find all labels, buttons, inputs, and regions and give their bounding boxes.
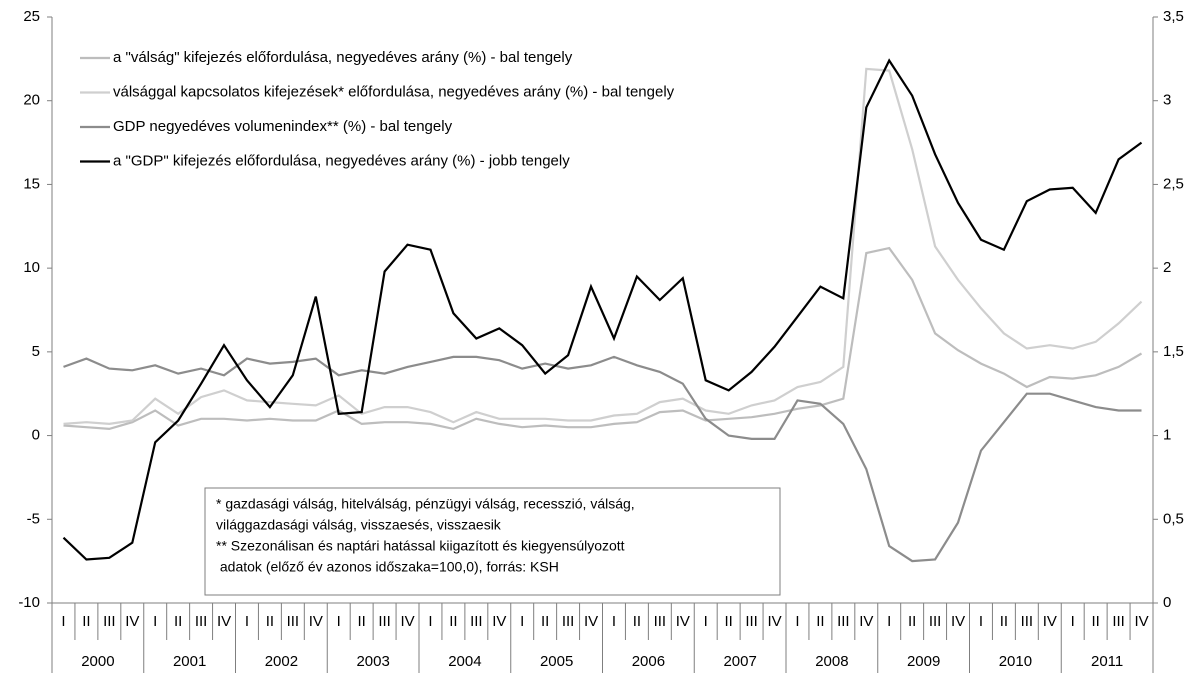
x-tick-label: IV: [676, 613, 690, 630]
year-label: 2002: [265, 653, 298, 670]
y-tick-label: -10: [18, 594, 40, 611]
annotation-box: [204, 487, 781, 596]
y2-tick-label: 3,5: [1163, 8, 1184, 25]
x-tick-label: III: [378, 613, 391, 630]
x-tick-label: III: [837, 613, 850, 630]
y2-tick-label: 0,5: [1163, 510, 1184, 527]
series-line: [63, 67, 1143, 426]
series-line: [63, 246, 1143, 431]
x-tick-label: II: [816, 613, 824, 630]
legend-label: válsággal kapcsolatos kifejezések* előfo…: [113, 83, 675, 100]
x-tick-label: IV: [400, 613, 414, 630]
x-tick-label: I: [612, 613, 616, 630]
year-label: 2008: [815, 653, 848, 670]
x-tick-label: III: [103, 613, 116, 630]
x-tick-label: IV: [492, 613, 506, 630]
x-tick-label: III: [287, 613, 300, 630]
series-line: [62, 58, 1143, 561]
x-tick-label: IV: [1043, 613, 1057, 630]
x-tick-label: III: [654, 613, 667, 630]
legend-label: a "GDP" kifejezés előfordulása, negyedév…: [113, 152, 570, 169]
x-tick-label: II: [266, 613, 274, 630]
y-tick-label: 10: [23, 259, 40, 276]
y2-tick-label: 1: [1163, 427, 1171, 444]
x-tick-label: I: [795, 613, 799, 630]
series-line: [63, 355, 1142, 563]
x-tick-label: III: [745, 613, 758, 630]
x-tick-label: I: [245, 613, 249, 630]
x-tick-label: II: [541, 613, 549, 630]
annotation: adatok (előző év azonos időszaka=100,0),…: [216, 559, 559, 575]
y-tick-label: 15: [23, 175, 40, 192]
x-tick-label: IV: [951, 613, 965, 630]
x-tick-label: II: [633, 613, 641, 630]
x-tick-label: IV: [767, 613, 781, 630]
x-tick-label: II: [1091, 613, 1099, 630]
y-tick-label: 0: [32, 427, 40, 444]
x-tick-label: I: [153, 613, 157, 630]
year-label: 2000: [81, 653, 114, 670]
x-tick-label: I: [704, 613, 708, 630]
x-tick-label: I: [337, 613, 341, 630]
x-tick-label: II: [449, 613, 457, 630]
x-tick-label: III: [1112, 613, 1125, 630]
x-tick-label: IV: [125, 613, 139, 630]
x-tick-label: II: [1000, 613, 1008, 630]
year-label: 2006: [632, 653, 665, 670]
year-label: 2009: [907, 653, 940, 670]
x-tick-label: I: [520, 613, 524, 630]
y2-tick-label: 2: [1163, 259, 1171, 276]
x-tick-label: II: [724, 613, 732, 630]
x-tick-label: IV: [859, 613, 873, 630]
y-tick-label: 5: [32, 343, 40, 360]
y2-tick-label: 2,5: [1163, 175, 1184, 192]
year-label: 2005: [540, 653, 573, 670]
year-label: 2011: [1091, 653, 1123, 670]
x-tick-label: IV: [309, 613, 323, 630]
y2-tick-label: 3: [1163, 92, 1171, 109]
y-tick-label: 25: [23, 8, 40, 25]
annotation: ** Szezonálisan és naptári hatással kiig…: [216, 538, 625, 554]
year-label: 2010: [999, 653, 1032, 670]
x-tick-label: III: [1021, 613, 1034, 630]
x-tick-label: III: [929, 613, 942, 630]
x-tick-label: I: [979, 613, 983, 630]
year-label: 2003: [356, 653, 389, 670]
x-tick-label: IV: [217, 613, 231, 630]
x-tick-label: II: [357, 613, 365, 630]
x-tick-label: II: [174, 613, 182, 630]
x-tick-label: II: [82, 613, 90, 630]
legend-label: a "válság" kifejezés előfordulása, negye…: [113, 49, 573, 66]
x-tick-label: IV: [584, 613, 598, 630]
x-tick-label: I: [61, 613, 65, 630]
y-tick-label: -5: [27, 510, 40, 527]
x-tick-label: IV: [1134, 613, 1148, 630]
x-tick-label: III: [562, 613, 575, 630]
x-tick-label: I: [1071, 613, 1075, 630]
x-tick-label: III: [195, 613, 208, 630]
year-label: 2007: [723, 653, 756, 670]
x-tick-label: I: [887, 613, 891, 630]
y2-tick-label: 1,5: [1163, 343, 1184, 360]
y-tick-label: 20: [23, 92, 40, 109]
annotation: * gazdasági válság, hitelválság, pénzügy…: [216, 496, 635, 512]
x-tick-label: III: [470, 613, 483, 630]
annotation: világgazdasági válság, visszaesés, vissz…: [216, 517, 502, 533]
year-label: 2001: [173, 653, 206, 670]
x-tick-label: I: [428, 613, 432, 630]
year-label: 2004: [448, 653, 481, 670]
x-tick-label: II: [908, 613, 916, 630]
legend-label: GDP negyedéves volumenindex** (%) - bal …: [113, 118, 453, 135]
y2-tick-label: 0: [1163, 594, 1171, 611]
